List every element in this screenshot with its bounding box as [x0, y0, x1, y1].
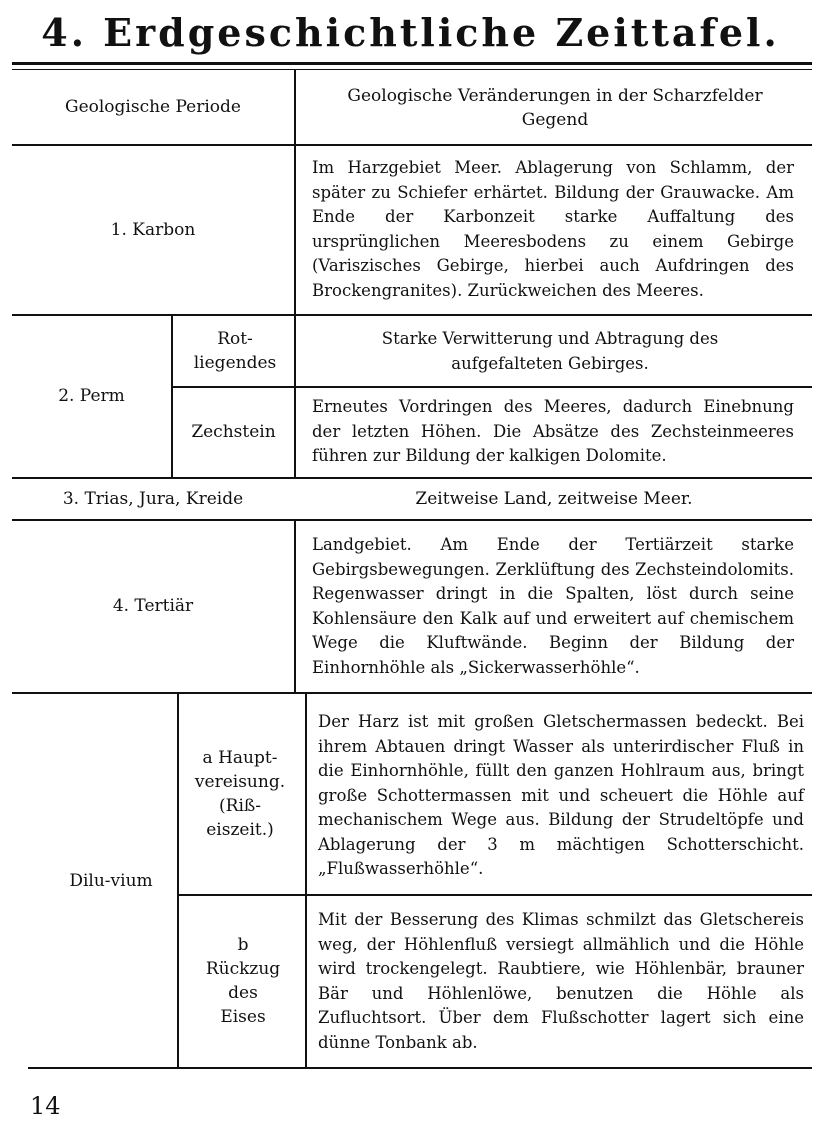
divider	[12, 62, 812, 65]
divider	[12, 314, 812, 316]
diluvium-sub-b: b Rückzug des Eises	[205, 935, 281, 1027]
diluvium-sub-a: a Haupt-vereisung. (Riß-eiszeit.)	[194, 747, 286, 840]
zechstein-description: Erneutes Vordringen des Meeres, dadurch …	[312, 397, 794, 465]
karbon-description: Im Harzgebiet Meer. Ablagerung von Schla…	[312, 158, 794, 300]
divider	[177, 693, 179, 1068]
page-number: 14	[30, 1092, 61, 1120]
divider	[178, 894, 812, 896]
perm-sub-zechstein: Zechstein	[191, 422, 276, 442]
diluvium-a-description: Der Harz ist mit großen Gletschermassen …	[318, 712, 804, 878]
header-changes: Geologische Veränderungen in der Scharzf…	[347, 86, 763, 130]
divider	[12, 69, 812, 70]
divider	[12, 692, 812, 694]
period-karbon: 1. Karbon	[110, 219, 196, 240]
tertiaer-description: Landgebiet. Am Ende der Tertiärzeit star…	[312, 535, 794, 677]
page-title: 4. Erdgeschichtliche Zeittafel.	[41, 10, 780, 55]
divider	[12, 519, 812, 521]
header-period: Geologische Periode	[64, 97, 241, 117]
period-diluvium: Dilu-vium	[69, 870, 153, 891]
period-tertiaer: 4. Tertiär	[112, 596, 194, 616]
divider	[294, 520, 296, 693]
divider	[12, 144, 812, 146]
divider	[172, 386, 812, 388]
divider	[171, 315, 173, 478]
perm-sub-rotliegendes: Rot-liegendes	[193, 328, 277, 373]
rotliegendes-description: Starke Verwitterung und Abtragung des au…	[381, 329, 719, 373]
period-perm: 2. Perm	[58, 386, 125, 406]
divider	[28, 1067, 812, 1069]
diluvium-b-description: Mit der Besserung des Klimas schmilzt da…	[318, 910, 804, 1052]
trias-description: Zeitweise Land, zeitweise Meer.	[415, 488, 693, 509]
divider	[305, 693, 307, 1068]
period-trias-jura-kreide: 3. Trias, Jura, Kreide	[62, 488, 244, 509]
divider	[12, 477, 812, 479]
divider	[294, 70, 296, 478]
